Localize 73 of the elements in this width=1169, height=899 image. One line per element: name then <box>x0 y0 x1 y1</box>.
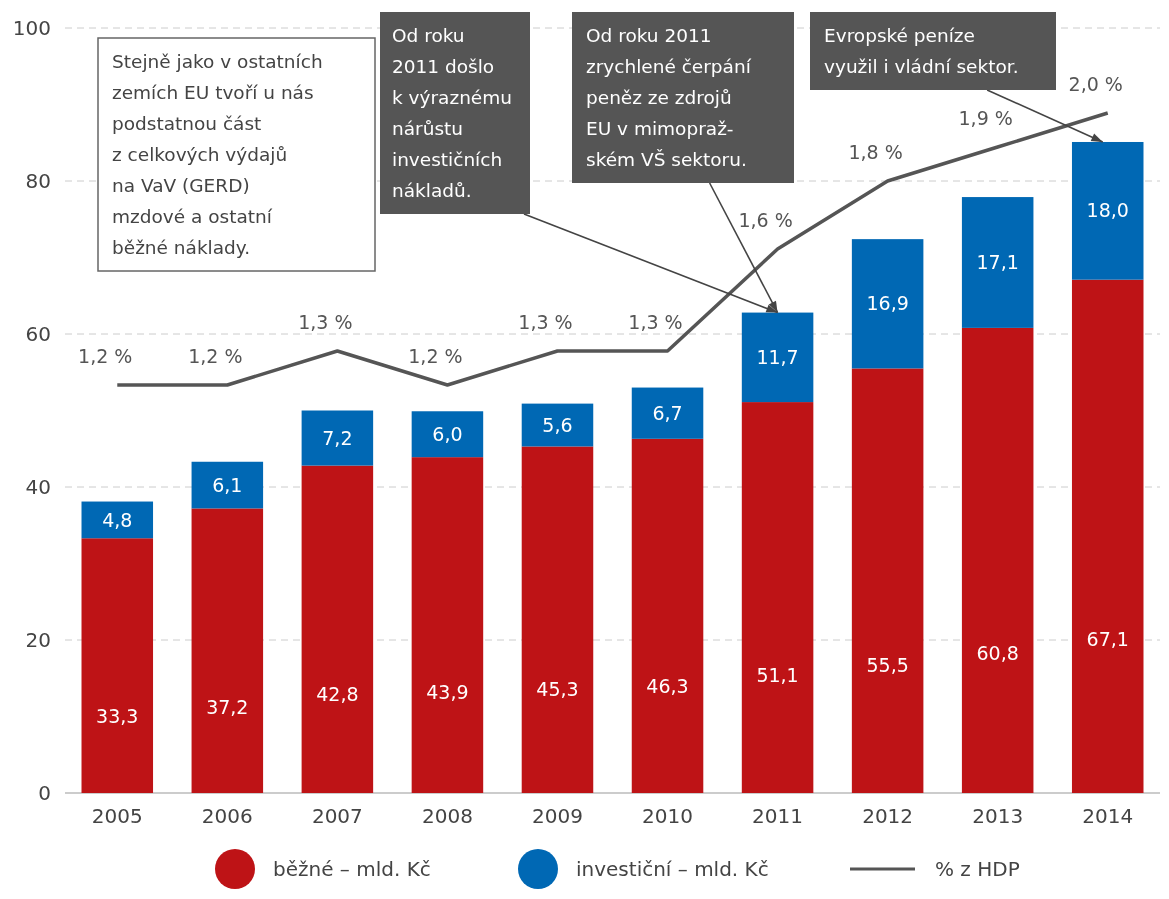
y-tick-label: 100 <box>12 16 51 40</box>
bar <box>741 402 814 793</box>
bar <box>631 438 704 793</box>
data-label: 18,0 <box>1086 199 1129 222</box>
annotation: Od roku 2011 došlo k výraznému nárůstu investičních nákladů. <box>392 25 512 201</box>
bar <box>81 538 154 793</box>
data-label: 37,2 <box>206 696 249 719</box>
x-tick-label: 2012 <box>862 804 914 828</box>
bar <box>301 410 374 466</box>
y-tick-label: 80 <box>25 169 51 193</box>
x-tick-label: 2009 <box>532 804 583 828</box>
annotation: Stejně jako v ostatních zemích EU tvoří u nás podstatnou část z celkových výdajů na VaV (GERD) mzdové a ostatní běžné náklady. <box>112 51 323 258</box>
data-label: 33,3 <box>96 705 139 728</box>
bar <box>961 197 1034 328</box>
y-tick-label: 40 <box>25 475 51 499</box>
data-label: 6,1 <box>212 473 243 496</box>
legend-label: běžné – mld. Kč <box>273 857 431 881</box>
bar <box>631 387 704 439</box>
data-label: 42,8 <box>316 683 359 706</box>
annotation: Od roku 2011 zrychlené čerpání peněz ze zdrojů EU v mimopraž- ském VŠ sektoru. <box>586 25 752 170</box>
y-tick-label: 20 <box>25 628 51 652</box>
bar <box>521 403 594 447</box>
x-tick-label: 2013 <box>972 804 1024 828</box>
data-label: 16,9 <box>866 292 909 315</box>
y-tick-label: 0 <box>38 781 51 805</box>
x-tick-label: 2010 <box>642 804 693 828</box>
bar <box>961 327 1034 793</box>
bar <box>521 446 594 793</box>
data-label: 45,3 <box>536 677 579 700</box>
bar <box>851 239 924 369</box>
bar <box>741 312 814 403</box>
data-label: 1,3 % <box>518 311 573 333</box>
x-tick-label: 2008 <box>421 804 473 828</box>
bar <box>191 508 264 793</box>
x-tick-label: 2007 <box>311 804 363 828</box>
bar <box>301 465 374 793</box>
data-label: 6,7 <box>652 401 683 424</box>
bar <box>411 457 484 793</box>
data-label: 1,3 % <box>628 311 683 333</box>
x-tick-label: 2011 <box>752 804 804 828</box>
data-label: 6,0 <box>432 422 463 445</box>
data-label: 60,8 <box>976 642 1019 665</box>
bar <box>411 411 484 458</box>
data-label: 5,6 <box>542 413 573 436</box>
bar <box>191 461 264 509</box>
data-label: 2,0 % <box>1068 73 1123 95</box>
x-tick-label: 2005 <box>91 804 143 828</box>
x-tick-label: 2014 <box>1082 804 1134 828</box>
bar <box>851 368 924 793</box>
data-label: 1,2 % <box>78 345 133 367</box>
legend-label: investiční – mld. Kč <box>576 857 769 881</box>
data-label: 1,2 % <box>408 345 463 367</box>
annotation: Evropské peníze využil i vládní sektor. <box>824 25 1019 77</box>
bar <box>1071 279 1144 793</box>
data-label: 1,3 % <box>298 311 353 333</box>
data-label: 51,1 <box>756 664 799 687</box>
data-label: 1,2 % <box>188 345 243 367</box>
data-label: 55,5 <box>866 654 909 677</box>
data-label: 4,8 <box>102 508 133 531</box>
bar <box>81 501 154 539</box>
data-label: 1,6 % <box>738 209 793 231</box>
legend-label: % z HDP <box>935 857 1020 881</box>
data-label: 1,8 % <box>848 141 903 163</box>
data-label: 1,9 % <box>958 107 1013 129</box>
data-label: 67,1 <box>1086 627 1129 650</box>
data-label: 46,3 <box>646 675 689 698</box>
data-label: 17,1 <box>976 251 1019 274</box>
data-label: 11,7 <box>756 345 799 368</box>
x-tick-label: 2006 <box>201 804 253 828</box>
data-label: 7,2 <box>322 426 353 449</box>
bar <box>1071 141 1144 280</box>
data-label: 43,9 <box>426 680 469 703</box>
y-tick-label: 60 <box>25 322 51 346</box>
